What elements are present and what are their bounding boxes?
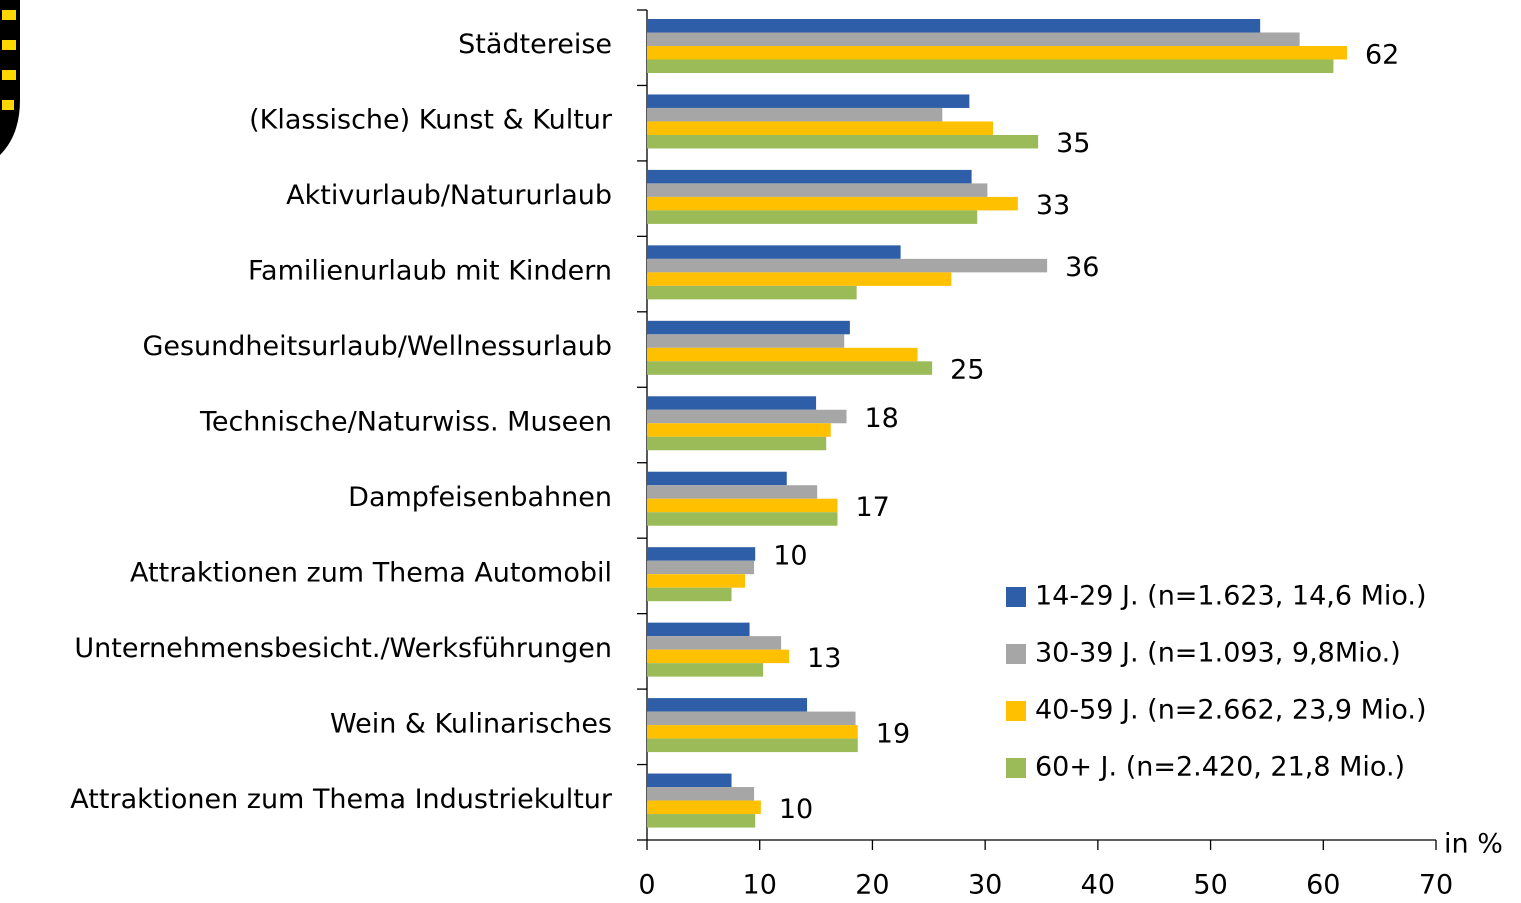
bar [647, 134, 1039, 149]
bar [647, 698, 808, 712]
bar [647, 814, 756, 828]
legend-swatch [1006, 758, 1026, 778]
data-label: 35 [1056, 128, 1090, 159]
coat-of-arms [0, 0, 20, 155]
bar [647, 409, 847, 424]
data-label: 10 [773, 540, 807, 571]
bar [647, 210, 978, 224]
bar [647, 547, 756, 561]
x-tick-label: 20 [855, 870, 889, 900]
bar [647, 471, 787, 486]
category-label: Attraktionen zum Thema Industriekultur [70, 784, 613, 815]
bar [647, 423, 831, 437]
bar [647, 94, 970, 108]
bar [647, 107, 943, 122]
category-label: Wein & Kulinarisches [330, 708, 612, 739]
category-label: Aktivurlaub/Natururlaub [286, 180, 612, 211]
data-label: 19 [876, 718, 910, 749]
bar [647, 738, 858, 753]
bar [647, 183, 988, 197]
category-label: Gesundheitsurlaub/Wellnessurlaub [142, 331, 612, 362]
bar [647, 622, 750, 637]
legend-swatch [1006, 701, 1026, 721]
category-label: Dampfeisenbahnen [348, 482, 612, 513]
bar [647, 574, 746, 588]
x-tick-label: 0 [638, 870, 655, 900]
x-tick-label: 70 [1419, 870, 1453, 900]
bar [647, 32, 1300, 46]
bar [647, 46, 1347, 60]
bar [647, 636, 782, 650]
bar [647, 245, 901, 259]
data-label: 10 [779, 794, 813, 825]
bar [647, 121, 994, 135]
bar [647, 272, 952, 286]
bar [647, 773, 732, 788]
data-label: 18 [865, 403, 899, 434]
bar [647, 725, 858, 739]
x-tick-label: 50 [1193, 870, 1227, 900]
data-label: 62 [1365, 39, 1399, 70]
legend-label: 14-29 J. (n=1.623, 14,6 Mio.) [1035, 581, 1427, 612]
legend-label: 30-39 J. (n=1.093, 9,8Mio.) [1035, 638, 1401, 669]
legend-swatch [1006, 644, 1026, 664]
x-tick-label: 60 [1306, 870, 1340, 900]
legend-label: 60+ J. (n=2.420, 21,8 Mio.) [1035, 752, 1405, 783]
bar [647, 258, 1048, 273]
bar [647, 285, 857, 300]
category-label: Unternehmensbesicht./Werksführungen [74, 633, 612, 664]
bar [647, 334, 845, 348]
category-label: Städtereise [458, 29, 612, 60]
x-tick-label: 10 [743, 870, 777, 900]
category-label: Attraktionen zum Thema Automobil [130, 557, 612, 588]
category-label: Familienurlaub mit Kindern [248, 256, 612, 287]
bar [647, 787, 755, 801]
category-label: (Klassische) Kunst & Kultur [249, 105, 613, 136]
bar [647, 560, 755, 575]
bar [647, 169, 972, 184]
bar [647, 59, 1334, 73]
bar [647, 320, 850, 335]
bar [647, 361, 933, 375]
bar [647, 649, 790, 664]
bar [647, 711, 856, 726]
bar [647, 663, 764, 677]
category-label: Technische/Naturwiss. Museen [199, 407, 612, 438]
bar [647, 19, 1261, 33]
data-label: 25 [950, 355, 984, 386]
bar [647, 485, 818, 499]
x-axis-label: in % [1444, 829, 1503, 860]
bar [647, 436, 827, 451]
bar [647, 347, 918, 362]
data-label: 13 [807, 643, 841, 674]
bar [647, 800, 761, 815]
x-tick-label: 30 [968, 870, 1002, 900]
data-label: 33 [1036, 190, 1070, 221]
bar [647, 512, 838, 526]
x-tick-label: 40 [1081, 870, 1115, 900]
data-label: 36 [1065, 252, 1099, 283]
bar [647, 196, 1018, 211]
bar [647, 396, 817, 410]
legend-swatch [1006, 587, 1026, 607]
data-label: 17 [855, 492, 889, 523]
bar [647, 498, 838, 513]
legend-label: 40-59 J. (n=2.662, 23,9 Mio.) [1035, 695, 1427, 726]
bar [647, 587, 732, 602]
